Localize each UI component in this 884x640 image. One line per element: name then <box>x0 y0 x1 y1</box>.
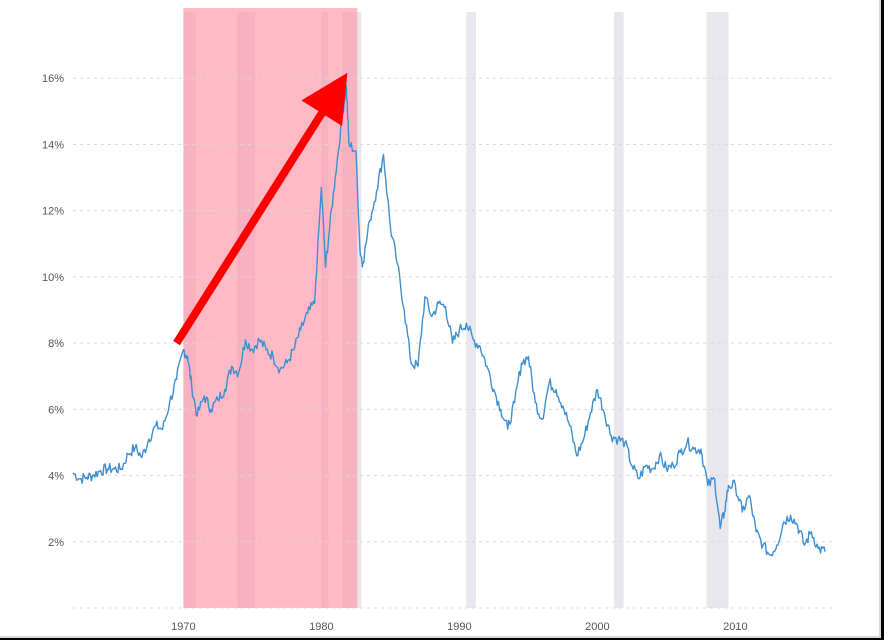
recession-band-6 <box>706 12 729 608</box>
x-axis-labels: 1970 1980 1990 2000 2010 <box>171 621 747 633</box>
annotation-layer <box>173 72 348 346</box>
x-tick-label: 2010 <box>723 621 747 633</box>
x-tick-label: 1990 <box>447 621 471 633</box>
recession-band-4 <box>466 12 476 608</box>
y-tick-label: 14% <box>42 139 64 151</box>
y-tick-label: 12% <box>42 206 64 218</box>
y-tick-label: 8% <box>48 338 64 350</box>
y-axis-labels: 2% 4% 6% 8% 10% 12% 14% 16% <box>42 73 64 549</box>
y-tick-label: 2% <box>48 537 64 549</box>
annotation-arrow <box>173 72 348 346</box>
y-tick-label: 10% <box>42 272 64 284</box>
recession-band-5 <box>613 12 624 608</box>
x-tick-label: 1980 <box>309 621 333 633</box>
series-layer <box>72 84 826 557</box>
y-tick-label: 4% <box>48 471 64 483</box>
y-tick-label: 16% <box>42 73 64 85</box>
series-line-0 <box>72 84 826 557</box>
x-tick-label: 2000 <box>585 621 609 633</box>
y-tick-label: 6% <box>48 404 64 416</box>
x-tick-label: 1970 <box>171 621 195 633</box>
